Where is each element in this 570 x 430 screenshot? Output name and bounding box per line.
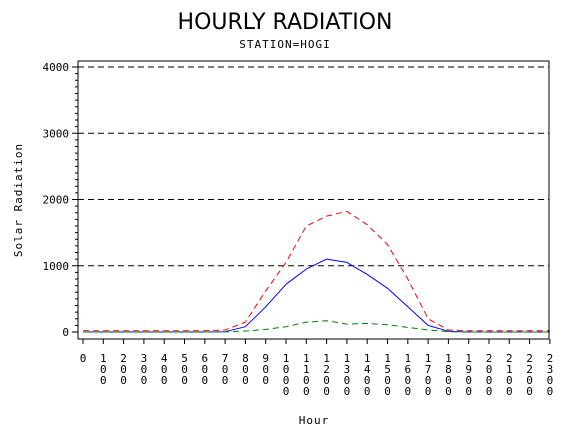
series-layer: [83, 210, 550, 333]
y-tick-label: 2000: [43, 194, 70, 207]
y-tick-label: 1000: [43, 260, 70, 273]
series-line-2: [83, 210, 550, 332]
y-axis-label: Solar Radiation: [12, 143, 25, 257]
x-tick-label: 0: [80, 352, 87, 365]
chart-title: HOURLY RADIATION: [178, 10, 393, 35]
grid-lines: [78, 66, 549, 267]
y-tick-label: 4000: [43, 61, 70, 74]
y-axis: 0 1000 2000 3000 4000: [43, 61, 78, 339]
series-line-3: [83, 320, 550, 333]
chart-subtitle: STATION=HOGI: [239, 38, 330, 51]
y-tick-label: 3000: [43, 127, 70, 140]
x-axis-label: Hour: [299, 414, 330, 427]
x-axis: 0 1 0 0 2 0 0 3 0 0 4 0 0 5 0 0 6 0 0 7 0 0 8 0 0 9 0 0 1 0 0 0 1 1 0 0 1 2 0 0…: [80, 339, 554, 398]
y-tick-label: 0: [62, 326, 69, 339]
